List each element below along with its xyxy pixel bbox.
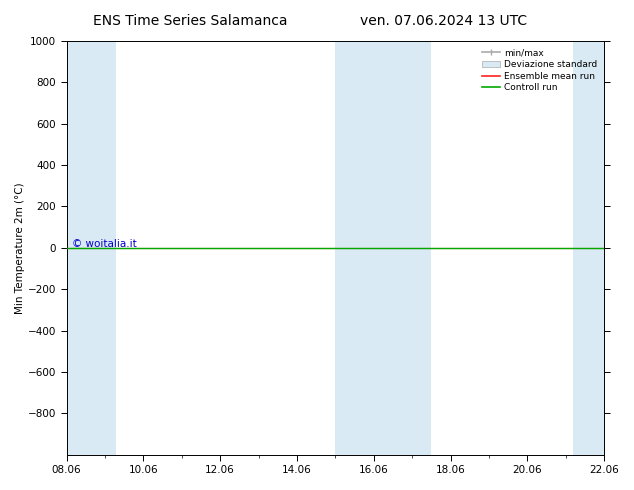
Text: © woitalia.it: © woitalia.it — [72, 239, 137, 249]
Text: ven. 07.06.2024 13 UTC: ven. 07.06.2024 13 UTC — [360, 14, 527, 28]
Bar — [393, 41, 431, 455]
Legend: min/max, Deviazione standard, Ensemble mean run, Controll run: min/max, Deviazione standard, Ensemble m… — [479, 46, 600, 95]
Bar — [335, 41, 393, 455]
Bar — [573, 41, 604, 455]
Y-axis label: Min Temperature 2m (°C): Min Temperature 2m (°C) — [15, 182, 25, 314]
Text: ENS Time Series Salamanca: ENS Time Series Salamanca — [93, 14, 287, 28]
Bar — [67, 41, 117, 455]
